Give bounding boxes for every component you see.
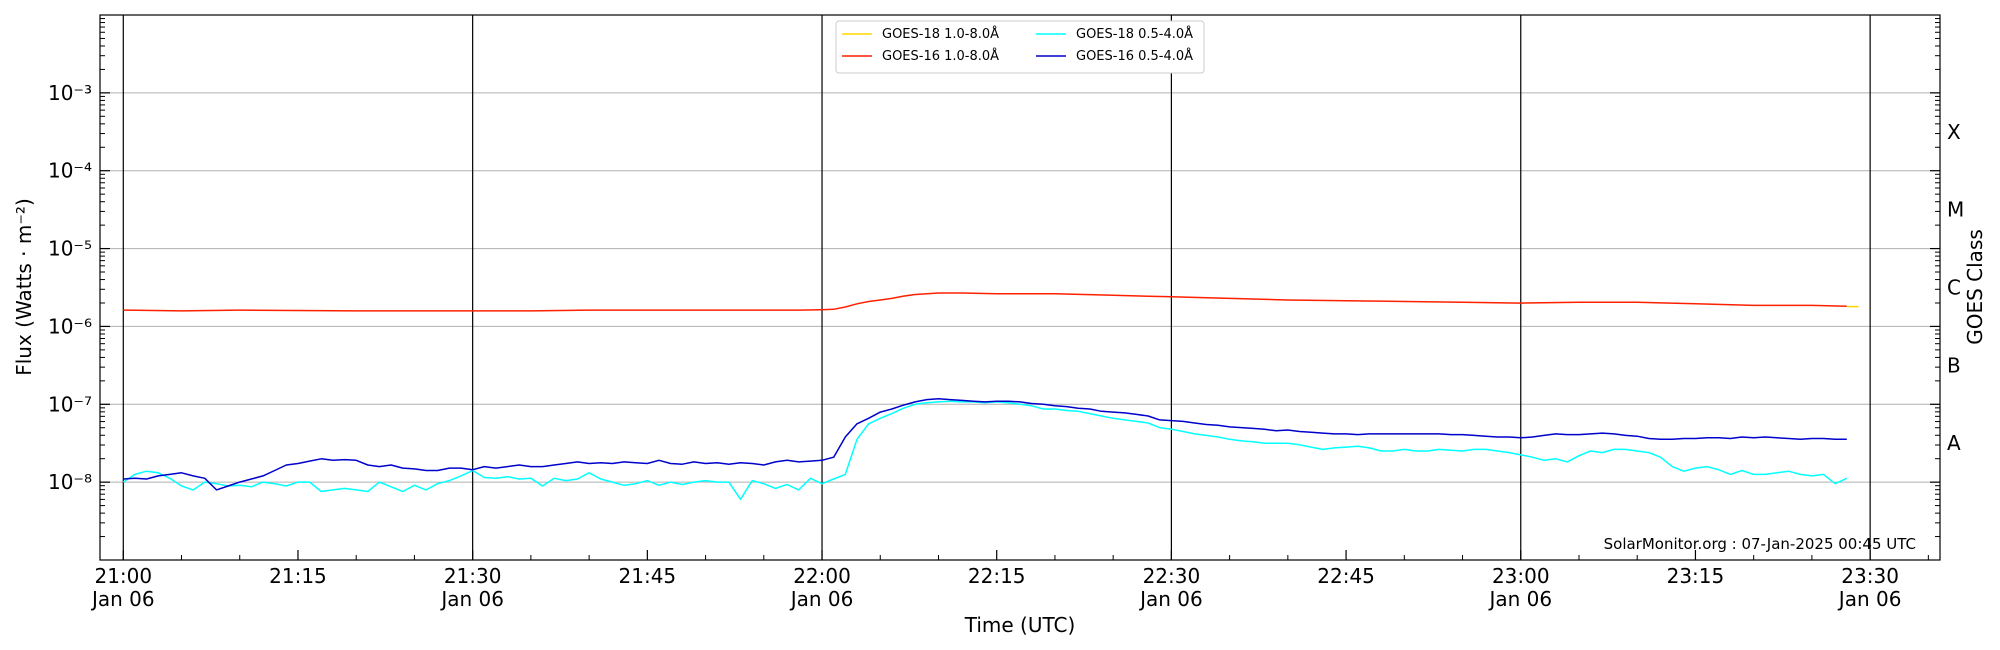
series-line-1 [122,400,1848,501]
legend-label: GOES-16 0.5-4.0Å [1076,48,1193,64]
x-tick-label: 21:00 [94,564,152,588]
x-tick-date-label: Jan 06 [1837,587,1902,611]
goes-class-label: A [1947,431,1961,455]
flux-series [122,292,1859,501]
x-tick-label: 21:30 [444,564,502,588]
legend-box [835,20,1205,74]
legend-label: GOES-18 1.0-8.0Å [882,26,999,42]
x-tick-label: 22:45 [1317,564,1375,588]
x-axis-title: Time (UTC) [964,613,1076,637]
legend: GOES-18 1.0-8.0Å GOES-16 1.0-8.0Å GOES-18 … [835,20,1205,74]
x-tick-label: 23:15 [1667,564,1725,588]
axis-ticks [100,18,1940,560]
x-tick-label: 23:30 [1841,564,1899,588]
x-tick-label: 22:15 [968,564,1026,588]
x-tick-date-label: Jan 06 [1487,587,1552,611]
x-tick-date-label: Jan 06 [439,587,504,611]
x-tick-label: 22:00 [793,564,851,588]
y-tick-label: 10⁻⁴ [48,159,92,183]
legend-label: GOES-18 0.5-4.0Å [1076,26,1193,42]
x-tick-label: 21:45 [619,564,677,588]
series-line-2 [123,292,1847,312]
y-tick-label: 10⁻⁶ [48,314,92,338]
series-line-3 [123,398,1847,491]
y-tick-label: 10⁻³ [48,81,92,105]
credit-text: SolarMonitor.org : 07-Jan-2025 00:45 UTC [1604,535,1916,553]
goes-class-label: M [1947,198,1964,222]
plot-frame [99,14,1941,561]
x-tick-label: 23:00 [1492,564,1550,588]
goes-class-label: C [1947,276,1961,300]
grid-lines [100,92,1940,483]
y-axis-title: Flux (Watts · m⁻²) [12,198,36,376]
x-tick-date-label: Jan 06 [789,587,854,611]
x-tick-label: 22:30 [1143,564,1201,588]
goes-class-axis-title: GOES Class [1963,229,1987,345]
x-tick-date-label: Jan 06 [1138,587,1203,611]
x-tick-label: 21:15 [269,564,327,588]
y-tick-label: 10⁻⁷ [48,392,92,416]
x-tick-date-label: Jan 06 [90,587,155,611]
goes-class-label: X [1947,120,1961,144]
y-tick-label: 10⁻⁵ [48,237,92,261]
day-hour-lines [122,15,1871,560]
goes-class-label: B [1947,353,1961,377]
legend-label: GOES-16 1.0-8.0Å [882,48,999,64]
y-tick-label: 10⁻⁸ [48,470,92,494]
